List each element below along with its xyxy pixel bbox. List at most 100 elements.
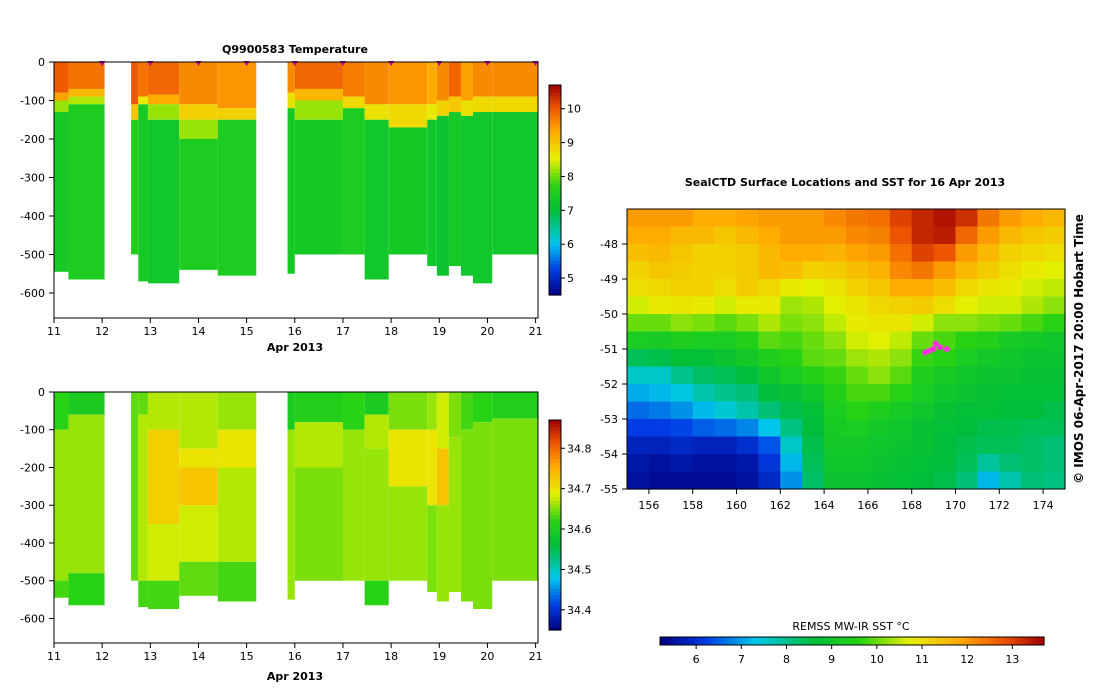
sst-cell xyxy=(1021,296,1044,315)
colorbar-step xyxy=(549,570,561,575)
colorbar-step xyxy=(549,134,561,139)
sst-cell xyxy=(714,261,738,280)
sst-cell xyxy=(867,226,891,245)
profile-cell xyxy=(217,561,257,602)
sst-cell xyxy=(670,401,694,420)
sst-cell xyxy=(846,454,869,473)
x-tick-label: 16 xyxy=(288,650,302,663)
sst-cell xyxy=(627,384,650,403)
sst-cell xyxy=(714,296,738,315)
profile-cell xyxy=(436,448,449,506)
sst-cell xyxy=(714,471,738,490)
colorbar-step xyxy=(549,444,561,449)
sst-cell xyxy=(692,209,716,228)
sst-cell xyxy=(802,261,825,280)
colorbar-step xyxy=(549,270,561,275)
sst-cell xyxy=(802,314,825,333)
sst-cell xyxy=(846,471,869,490)
colorbar-step xyxy=(549,430,561,435)
sst-cell xyxy=(999,349,1022,368)
profile-cell xyxy=(287,429,295,600)
sst-colorbar-tick-label: 11 xyxy=(915,653,929,666)
sst-colorbar-step xyxy=(952,637,959,645)
sst-cell xyxy=(911,209,935,228)
sst-colorbar-step xyxy=(688,637,695,645)
sst-cell xyxy=(999,419,1022,438)
profile-cell xyxy=(460,115,473,276)
sst-map-title: SealCTD Surface Locations and SST for 16… xyxy=(685,176,1005,189)
sst-colorbar-step xyxy=(876,637,882,645)
profile-cell xyxy=(388,486,428,581)
sst-cell xyxy=(670,261,694,280)
colorbar-step xyxy=(549,211,561,216)
colorbar-step xyxy=(549,525,561,530)
sst-cell xyxy=(736,209,759,228)
sst-cell xyxy=(889,314,913,333)
sst-cell xyxy=(670,279,694,298)
sst-cell xyxy=(889,366,913,385)
sst-cell xyxy=(846,419,869,438)
colorbar-tick-label: 34.4 xyxy=(567,604,592,617)
sst-cell xyxy=(867,401,891,420)
colorbar-tick-label: 34.7 xyxy=(567,483,592,496)
sst-cell xyxy=(977,471,1000,490)
seal-location-marker xyxy=(930,346,937,352)
sst-cell xyxy=(736,331,759,350)
sst-cell xyxy=(1021,454,1044,473)
sst-cell xyxy=(780,401,803,420)
sst-colorbar-step xyxy=(813,637,819,645)
sst-cell xyxy=(867,296,891,315)
profile-cell xyxy=(179,505,218,562)
sst-cell xyxy=(670,454,694,473)
sst-cell xyxy=(999,436,1022,455)
sst-cell xyxy=(1043,349,1066,368)
colorbar-step xyxy=(549,448,561,453)
lon-tick-label: 164 xyxy=(814,499,835,512)
sst-cell xyxy=(1043,436,1066,455)
sst-cell xyxy=(999,471,1022,490)
colorbar-step xyxy=(549,197,561,202)
profile-cell xyxy=(147,392,180,430)
colorbar-step xyxy=(549,427,561,432)
sst-colorbar-step xyxy=(996,637,1002,645)
sst-colorbar-step xyxy=(794,637,800,645)
sst-cell xyxy=(1043,279,1066,298)
colorbar-step xyxy=(549,441,561,446)
sst-cell xyxy=(911,384,935,403)
colorbar-step xyxy=(549,151,561,156)
sst-colorbar-step xyxy=(880,637,887,645)
sst-cell xyxy=(977,454,1000,473)
profile-cell xyxy=(147,62,180,95)
sst-cell xyxy=(911,296,935,315)
profile-cell xyxy=(54,62,69,93)
sst-cell xyxy=(736,454,759,473)
temperature-colorbar: 5 6 7 8 9 10 xyxy=(548,84,581,296)
sst-cell xyxy=(933,349,957,368)
sst-colorbar-step xyxy=(933,637,939,645)
sst-cell xyxy=(758,384,781,403)
sst-cell xyxy=(780,436,803,455)
sst-cell xyxy=(648,384,672,403)
profile-cell xyxy=(460,100,473,116)
sst-cell xyxy=(933,209,957,228)
sst-cell xyxy=(736,279,759,298)
sst-map-axes: 156 158 160 162 164 166 168 170 172 174 -48 -49 -50 -… xyxy=(600,238,1054,512)
sst-cell xyxy=(692,366,716,385)
colorbar-step xyxy=(549,88,561,93)
profile-cell xyxy=(427,505,437,593)
colorbar-step xyxy=(549,242,561,247)
colorbar-step xyxy=(549,256,561,261)
sst-colorbar-step xyxy=(914,637,920,645)
colorbar-step xyxy=(549,504,561,509)
sst-cell xyxy=(977,349,1000,368)
profile-cell xyxy=(448,112,461,267)
profile-cell xyxy=(472,62,493,97)
sst-cell xyxy=(1043,331,1066,350)
sst-cell xyxy=(867,244,891,263)
colorbar-step xyxy=(549,507,561,512)
sst-cell xyxy=(692,401,716,420)
profile-cell xyxy=(364,448,389,581)
sst-colorbar-step xyxy=(871,637,877,645)
profile-cell xyxy=(147,119,180,284)
colorbar-step xyxy=(549,291,561,296)
